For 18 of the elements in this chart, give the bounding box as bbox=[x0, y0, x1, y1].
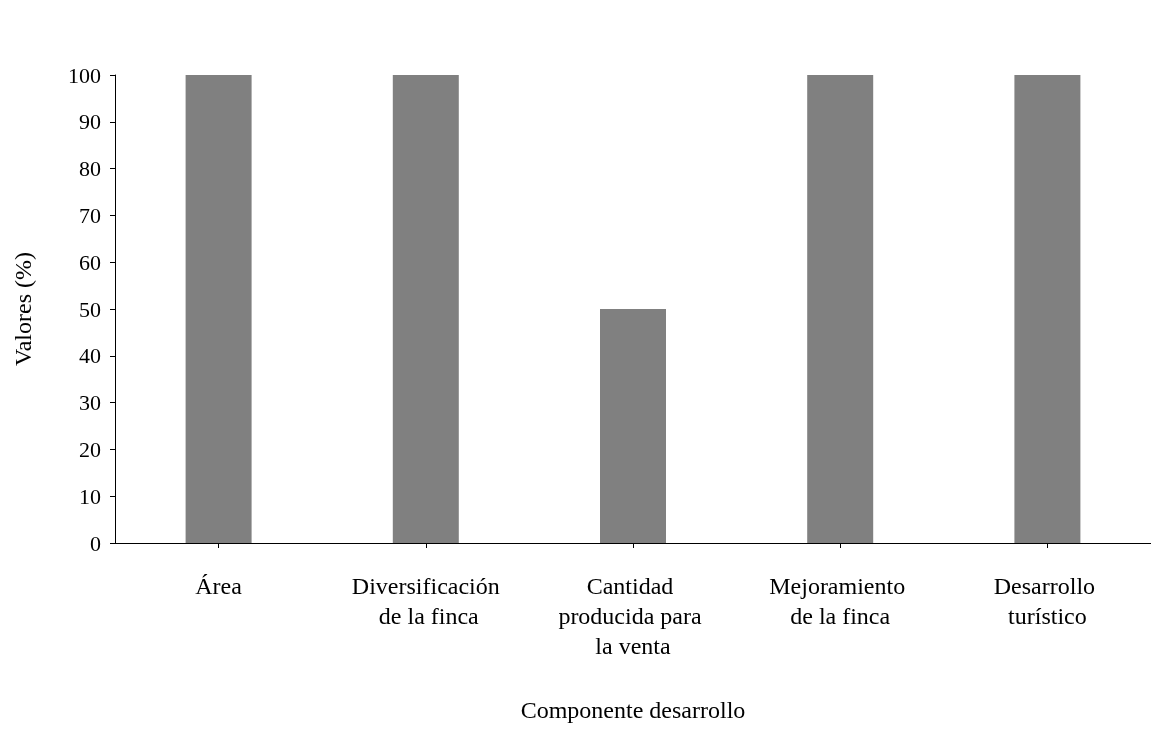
y-tick-label: 70 bbox=[79, 202, 101, 228]
y-tick-label: 50 bbox=[79, 296, 101, 322]
x-tick-label: Mejoramiento de la finca bbox=[769, 573, 912, 629]
y-tick-label: 30 bbox=[79, 390, 101, 416]
y-tick-label: 10 bbox=[79, 483, 101, 509]
x-tick-label: Área bbox=[195, 573, 243, 599]
y-tick-label: 90 bbox=[79, 109, 101, 135]
x-axis-title: Componente desarrollo bbox=[520, 697, 746, 723]
x-tick-label: Cantidad producida para la venta bbox=[558, 573, 708, 659]
y-axis-title: Valores (%) bbox=[10, 252, 36, 366]
x-tick-label: Desarrollo turístico bbox=[993, 573, 1102, 629]
y-tick-label: 20 bbox=[79, 436, 101, 462]
y-tick-label: 40 bbox=[79, 343, 101, 369]
x-tick-label: Diversificación de la finca bbox=[351, 573, 500, 629]
y-tick-label: 100 bbox=[68, 62, 101, 88]
y-tick-label: 60 bbox=[79, 249, 101, 275]
y-tick-label: 0 bbox=[90, 530, 101, 556]
y-tick-label: 80 bbox=[79, 156, 101, 182]
